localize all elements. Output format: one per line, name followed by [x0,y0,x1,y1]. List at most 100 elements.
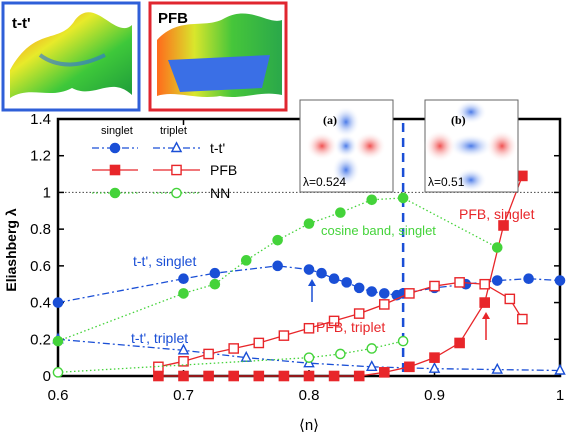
y-tick-label: 1.4 [30,111,51,128]
series-layer [52,170,566,382]
inset-a-blob-right [354,132,386,160]
data-point-ttp_singlet [272,260,283,272]
legend-marker-ttp_singlet [109,142,121,154]
inset-b-label: (b) [451,113,466,127]
data-point-nn_singlet [52,335,64,347]
inset-ttp-contour [38,53,106,67]
data-point-ttp_singlet [303,264,315,275]
y-tick-label: 0 [43,368,51,385]
axis-ticks: 0.6 0.7 0.8 0.9 1 0 0.2 0.4 0.6 0.8 1 1.2 1.4 [30,111,564,404]
legend: singlet triplet t-t' PFB NN [92,125,237,201]
data-point-ttp_singlet [554,275,566,286]
annotation-pfb-triplet: PFB, triplet [316,319,385,335]
data-point-ttp_triplet [554,363,566,375]
x-tick-label: 0.8 [299,387,320,404]
inset-a-blob-top [332,106,360,138]
inset-b-blob-top [455,100,487,124]
data-point-pfb_singlet [479,297,491,308]
annotation-pfb-singlet: PFB, singlet [459,206,535,222]
data-point-pfb_singlet [498,220,509,231]
inset-pfb-label: PFB [158,10,188,27]
data-point-ttp_triplet [177,343,190,355]
data-point-pfb_singlet [228,370,240,382]
inset-a-blob-center [334,134,358,158]
inset-pfb-flat-band [168,55,270,92]
data-point-pfb_singlet [328,370,340,382]
inset-b-blob-left [424,130,456,162]
data-point-pfb_triplet [479,278,491,290]
data-point-ttp_singlet [328,273,340,285]
data-point-nn_singlet [240,255,252,266]
data-point-pfb_triplet [379,299,390,310]
data-point-pfb_triplet [303,322,315,334]
data-point-pfb_singlet [379,367,390,378]
inset-ttp-label: t-t' [12,15,31,32]
legend-marker-pfb_singlet [109,164,121,176]
data-point-ttp_triplet [491,362,504,374]
data-point-pfb_triplet [504,293,516,305]
series-line-nn_singlet [57,197,498,342]
series-line-pfb_singlet [158,175,523,377]
legend-label: t-t' [210,140,225,156]
data-point-pfb_triplet [178,356,189,367]
data-point-pfb_singlet [153,370,164,382]
data-point-ttp_triplet [365,360,378,372]
y-tick-label: 1 [43,184,51,201]
data-point-ttp_singlet [52,297,64,308]
inset-gap-b: (b) λ=0.51 [424,99,519,193]
data-point-pfb_singlet [454,337,465,349]
legend-marker-nn_triplet [171,187,182,199]
annotations: t-t', singlet t-t', triplet cosine band,… [131,206,535,346]
data-point-nn_singlet [272,234,283,246]
data-point-pfb_singlet [253,370,265,382]
data-point-pfb_triplet [353,308,365,319]
arrow-red [482,312,490,340]
series-line-pfb_triplet [158,281,523,368]
data-point-nn_singlet [397,192,409,204]
data-point-ttp_singlet [491,275,503,286]
data-point-pfb_singlet [353,370,365,382]
inset-a-label: (a) [323,113,337,127]
inset-a-lambda: λ=0.524 [303,175,346,189]
legend-triplet-header: triplet [160,125,187,137]
series-nn_singlet [52,192,503,347]
y-axis-label: Eliashberg λ [3,208,19,291]
data-point-ttp_singlet [316,267,327,279]
arrow-blue [308,279,316,302]
legend-label: NN [210,185,230,201]
inset-a-blob-left [306,132,338,160]
inset-ttp-surface: t-t' [1,1,141,112]
data-point-ttp_singlet [378,288,390,299]
data-point-ttp_singlet [523,273,534,285]
data-point-pfb_triplet [228,343,240,354]
series-nn_triplet [52,335,409,378]
series-line-ttp_triplet [57,338,561,372]
data-point-nn_triplet [52,367,64,378]
data-point-pfb_triplet [203,348,214,360]
data-point-pfb_triplet [454,277,465,288]
data-point-nn_triplet [303,352,315,363]
legend-rows: t-t' PFB NN [92,140,237,201]
data-point-pfb_singlet [278,370,290,382]
data-point-ttp_singlet [353,282,365,294]
data-point-ttp_singlet [209,267,221,279]
x-axis-label: ⟨n⟩ [299,417,319,434]
inset-a-blob-bottom [332,154,360,186]
data-point-pfb_singlet [517,170,528,182]
inset-ttp-surface-shape [10,12,132,99]
data-point-nn_triplet [397,335,409,347]
data-point-pfb_triplet [517,313,528,325]
data-point-nn_singlet [491,242,503,253]
data-point-pfb_singlet [303,370,315,382]
inset-pfb-surface: PFB [148,1,288,112]
data-point-pfb_triplet [328,315,340,327]
annotation-cosine-singlet: cosine band, singlet [321,223,436,238]
data-point-nn_singlet [178,288,189,299]
legend-singlet-header: singlet [101,125,133,137]
x-tick-label: 1 [556,387,564,404]
y-tick-label: 0.8 [30,221,51,238]
x-tick-label: 0.7 [173,387,194,404]
legend-marker-pfb_triplet [171,164,182,176]
y-tick-label: 0.2 [30,331,51,348]
